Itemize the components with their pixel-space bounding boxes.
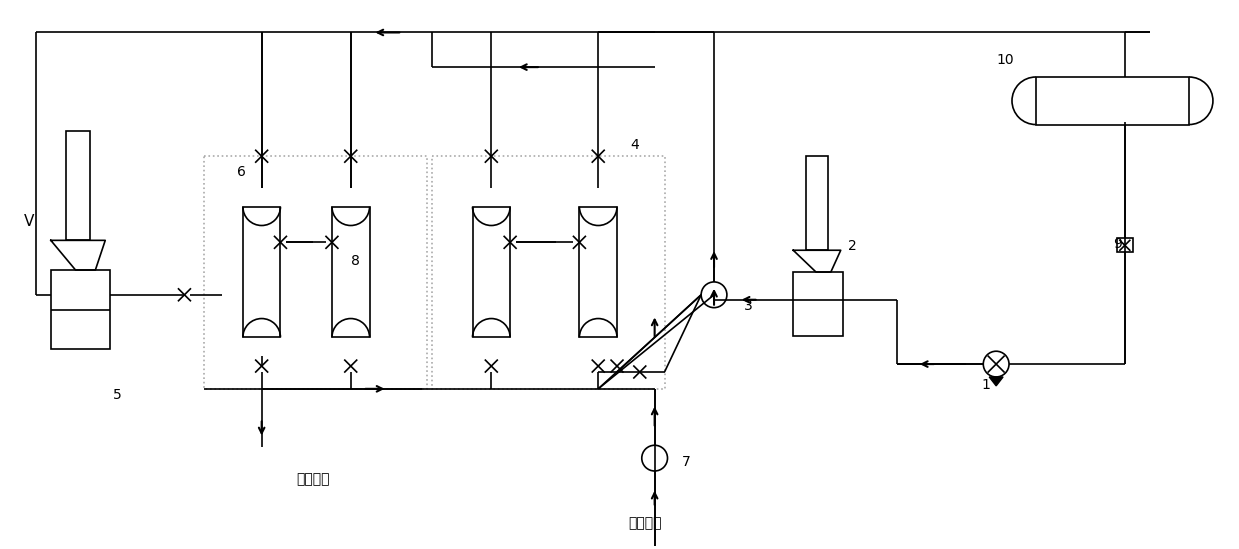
Text: 7: 7 <box>683 455 691 469</box>
Bar <box>243 206 280 337</box>
Text: 6: 6 <box>237 165 245 179</box>
Text: 2: 2 <box>847 239 856 253</box>
Bar <box>580 206 617 337</box>
Text: 3: 3 <box>743 299 752 312</box>
Polygon shape <box>989 377 1004 386</box>
Bar <box>332 206 369 337</box>
Text: 4: 4 <box>629 138 638 152</box>
Text: 反应原料: 反应原料 <box>628 517 662 530</box>
Bar <box>51 270 110 349</box>
Bar <box>66 131 90 240</box>
Bar <box>1036 77 1189 125</box>
Text: 1: 1 <box>981 378 990 392</box>
Bar <box>807 156 828 250</box>
Text: 10: 10 <box>996 53 1014 67</box>
Text: 8: 8 <box>351 254 359 268</box>
Bar <box>793 272 843 337</box>
Bar <box>432 156 664 389</box>
Text: V: V <box>24 214 35 228</box>
Text: 9: 9 <box>1113 237 1121 251</box>
Bar <box>472 206 510 337</box>
Text: 反应产物: 反应产物 <box>296 472 330 486</box>
Bar <box>204 156 427 389</box>
Bar <box>1116 238 1132 252</box>
Text: 5: 5 <box>113 388 121 402</box>
